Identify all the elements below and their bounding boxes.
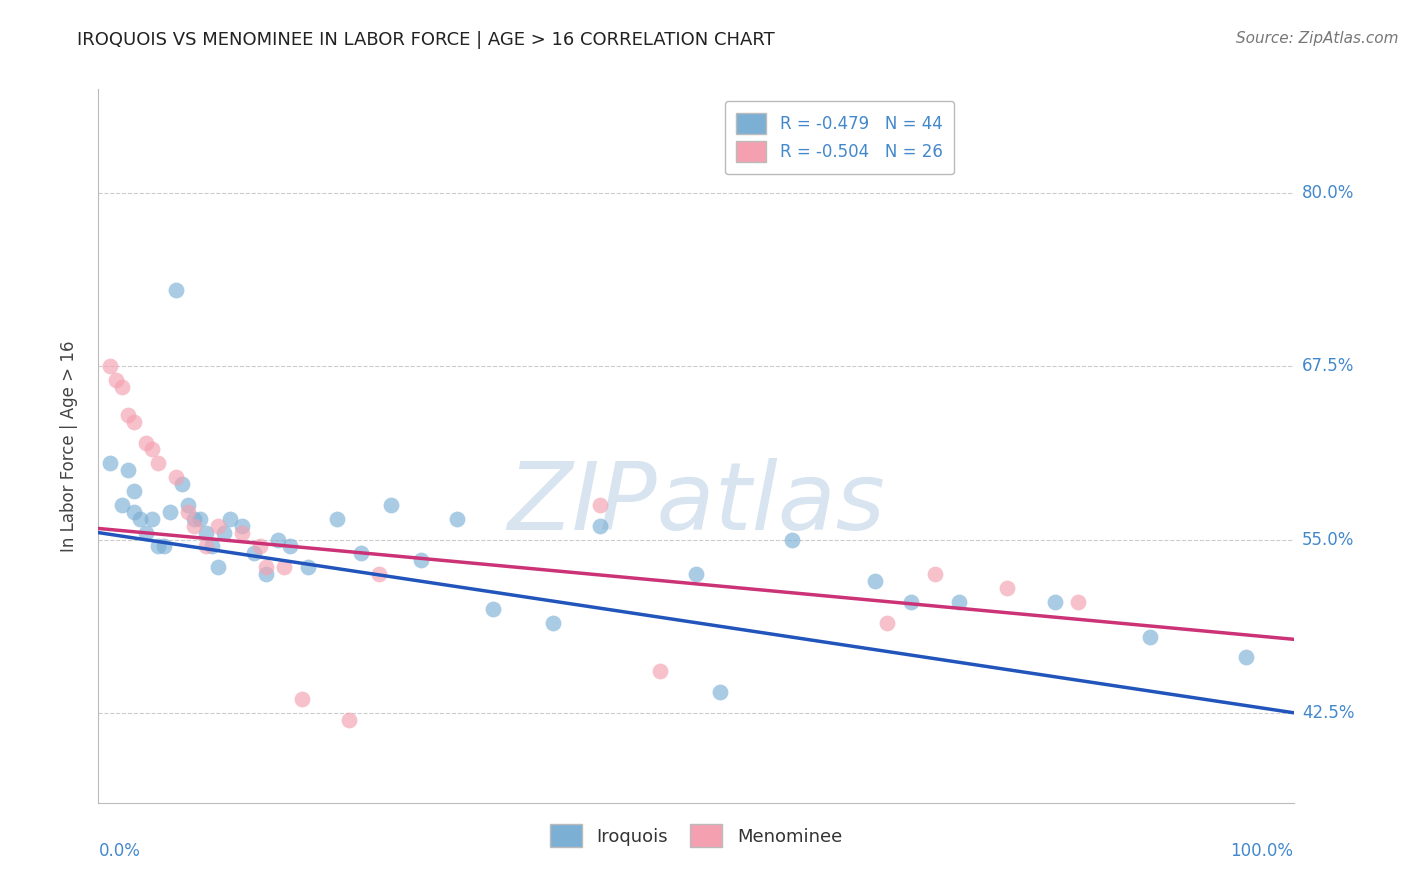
Point xyxy=(159,505,181,519)
Text: IROQUOIS VS MENOMINEE IN LABOR FORCE | AGE > 16 CORRELATION CHART: IROQUOIS VS MENOMINEE IN LABOR FORCE | A… xyxy=(77,31,775,49)
Point xyxy=(111,498,134,512)
Point xyxy=(267,533,290,547)
Point xyxy=(350,546,373,560)
Point xyxy=(135,525,157,540)
Point xyxy=(177,498,200,512)
Text: 80.0%: 80.0% xyxy=(1302,184,1354,202)
Point xyxy=(207,560,229,574)
Point xyxy=(105,373,128,387)
Point xyxy=(124,415,146,429)
Point xyxy=(111,380,134,394)
Point xyxy=(195,540,218,554)
Point xyxy=(339,713,361,727)
Text: 67.5%: 67.5% xyxy=(1302,358,1354,376)
Point xyxy=(183,518,205,533)
Point xyxy=(148,540,170,554)
Point xyxy=(254,560,277,574)
Point xyxy=(995,581,1018,595)
Y-axis label: In Labor Force | Age > 16: In Labor Force | Age > 16 xyxy=(59,340,77,552)
Point xyxy=(589,498,612,512)
Point xyxy=(254,567,277,582)
Point xyxy=(124,505,146,519)
Point xyxy=(141,512,163,526)
Point xyxy=(98,359,122,374)
Point xyxy=(212,525,235,540)
Point xyxy=(780,533,803,547)
Point xyxy=(201,540,224,554)
Point xyxy=(326,512,349,526)
Point xyxy=(195,525,218,540)
Point xyxy=(135,435,157,450)
Point xyxy=(207,518,229,533)
Point xyxy=(1139,630,1161,644)
Point xyxy=(865,574,887,588)
Point xyxy=(172,477,194,491)
Point xyxy=(273,560,295,574)
Point xyxy=(219,512,242,526)
Text: ZIPatlas: ZIPatlas xyxy=(508,458,884,549)
Point xyxy=(709,685,731,699)
Point xyxy=(98,456,122,470)
Point xyxy=(129,512,152,526)
Point xyxy=(124,483,146,498)
Point xyxy=(411,553,433,567)
Point xyxy=(291,691,314,706)
Point xyxy=(948,595,970,609)
Point xyxy=(188,512,211,526)
Point xyxy=(900,595,922,609)
Point xyxy=(1043,595,1066,609)
Point xyxy=(446,512,468,526)
Point xyxy=(141,442,163,457)
Point xyxy=(117,408,139,422)
Point xyxy=(481,602,505,616)
Point xyxy=(165,470,187,484)
Text: Source: ZipAtlas.com: Source: ZipAtlas.com xyxy=(1236,31,1399,46)
Point xyxy=(380,498,402,512)
Text: 0.0%: 0.0% xyxy=(98,842,141,860)
Point xyxy=(249,540,271,554)
Point xyxy=(1234,650,1257,665)
Text: 55.0%: 55.0% xyxy=(1302,531,1354,549)
Point xyxy=(685,567,707,582)
Point xyxy=(148,456,170,470)
Text: 42.5%: 42.5% xyxy=(1302,704,1354,722)
Point xyxy=(648,664,672,678)
Point xyxy=(297,560,319,574)
Point xyxy=(368,567,391,582)
Point xyxy=(278,540,301,554)
Point xyxy=(117,463,139,477)
Point xyxy=(1067,595,1090,609)
Text: 100.0%: 100.0% xyxy=(1230,842,1294,860)
Point xyxy=(541,615,564,630)
Point xyxy=(589,518,612,533)
Point xyxy=(243,546,266,560)
Point xyxy=(876,615,898,630)
Point xyxy=(924,567,946,582)
Point xyxy=(177,505,200,519)
Point xyxy=(231,518,253,533)
Point xyxy=(165,283,187,297)
Point xyxy=(153,540,176,554)
Point xyxy=(231,525,253,540)
Legend: Iroquois, Menominee: Iroquois, Menominee xyxy=(543,817,849,855)
Point xyxy=(183,512,205,526)
